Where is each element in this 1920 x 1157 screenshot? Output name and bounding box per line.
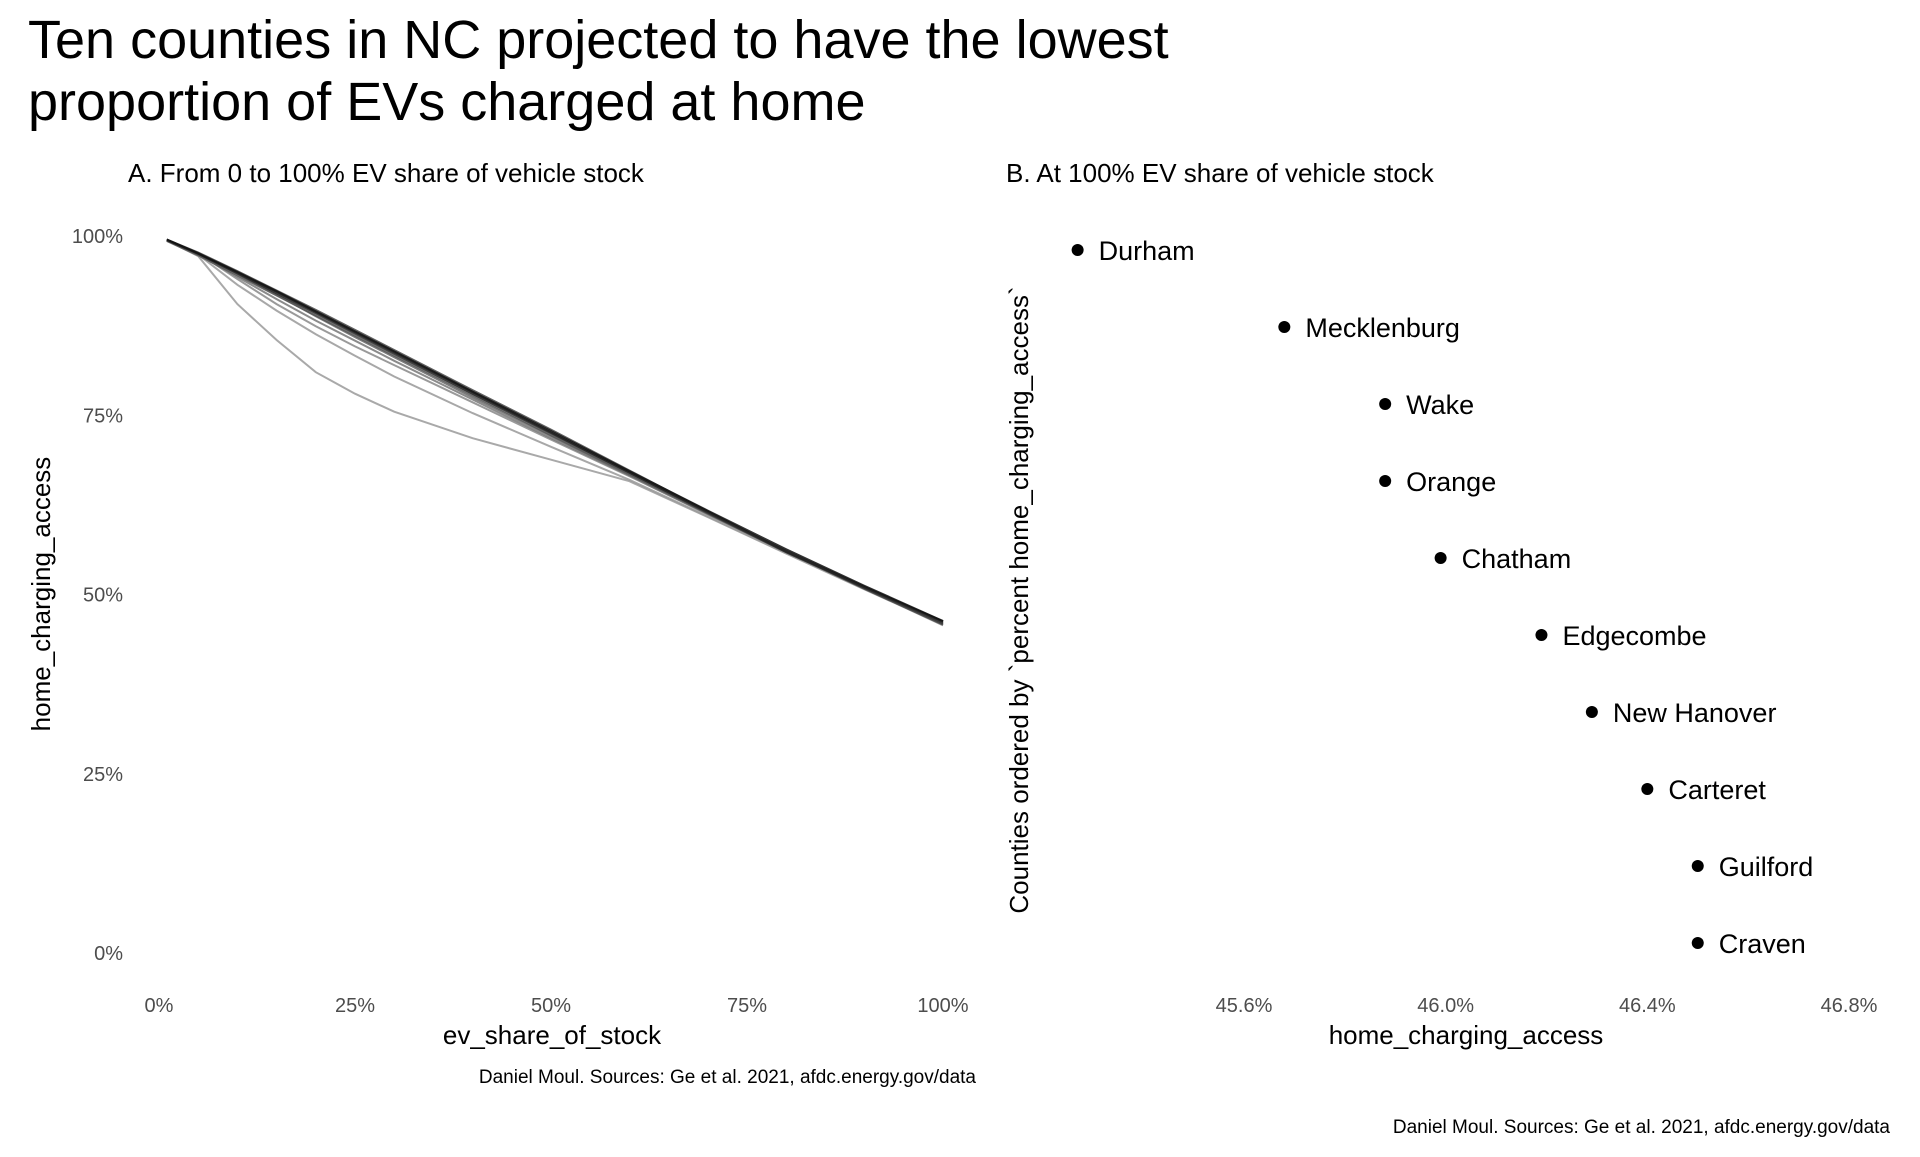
- panel-b-subtitle: B. At 100% EV share of vehicle stock: [1006, 158, 1435, 188]
- panel-a-x-tick-label: 50%: [531, 995, 571, 1017]
- county-point: [1691, 937, 1704, 949]
- panel-a-x-tick-label: 75%: [727, 995, 767, 1017]
- panel-a: 0% 25% 50% 75% 100% 0% 25% 50% 75% 100%: [72, 226, 969, 1017]
- chart-title-line2: proportion of EVs charged at home: [28, 72, 866, 132]
- county-label: Mecklenburg: [1305, 313, 1460, 343]
- series-line: [166, 238, 944, 622]
- panel-a-y-tick-label: 0%: [94, 943, 123, 965]
- panel-a-caption: Daniel Moul. Sources: Ge et al. 2021, af…: [479, 1067, 977, 1088]
- chart-title-line1: Ten counties in NC projected to have the…: [28, 10, 1169, 70]
- county-label: Carteret: [1668, 775, 1766, 805]
- panel-b-x-tick-label: 45.6%: [1216, 995, 1273, 1017]
- panel-a-y-tick-label: 50%: [83, 585, 123, 607]
- panel-a-x-tick-label: 100%: [917, 995, 968, 1017]
- county-label: Craven: [1719, 929, 1806, 959]
- panel-b-x-tick-label: 46.0%: [1417, 995, 1474, 1017]
- county-label: Durham: [1099, 236, 1195, 266]
- county-label: Chatham: [1462, 544, 1572, 574]
- county-point: [1434, 552, 1447, 564]
- county-point: [1379, 398, 1392, 410]
- county-point: [1585, 706, 1598, 718]
- panel-a-y-tick-label: 75%: [83, 405, 123, 427]
- county-point: [1379, 475, 1392, 487]
- county-label: Wake: [1406, 390, 1474, 420]
- panel-a-y-tick-label: 100%: [72, 226, 123, 248]
- panel-a-x-tick-label: 25%: [335, 995, 375, 1017]
- panel-b: 45.6% 46.0% 46.4% 46.8% Durham Mecklenburg Wak…: [1071, 236, 1878, 1017]
- panel-a-y-axis-title: home_charging_access: [26, 457, 56, 732]
- panel-a-x-axis-title: ev_share_of_stock: [443, 1020, 662, 1050]
- county-point: [1691, 860, 1704, 872]
- series-line: [166, 238, 944, 623]
- panel-b-x-tick-label: 46.8%: [1821, 995, 1878, 1017]
- panel-b-y-axis-title: Counties ordered by `percent home_chargi…: [1004, 286, 1034, 913]
- panel-a-subtitle: A. From 0 to 100% EV share of vehicle st…: [128, 158, 645, 188]
- county-point: [1071, 244, 1084, 256]
- panel-a-y-tick-label: 25%: [83, 764, 123, 786]
- figure-caption: Daniel Moul. Sources: Ge et al. 2021, af…: [1393, 1117, 1891, 1138]
- county-label: New Hanover: [1613, 698, 1777, 728]
- county-point: [1641, 783, 1654, 795]
- panel-b-x-tick-label: 46.4%: [1619, 995, 1676, 1017]
- county-point: [1535, 629, 1548, 641]
- panel-b-x-axis-title: home_charging_access: [1329, 1020, 1604, 1050]
- county-label: Guilford: [1719, 852, 1814, 882]
- county-label: Edgecombe: [1562, 621, 1706, 651]
- county-point: [1278, 321, 1291, 333]
- county-label: Orange: [1406, 467, 1496, 497]
- panel-a-x-tick-label: 0%: [145, 995, 174, 1017]
